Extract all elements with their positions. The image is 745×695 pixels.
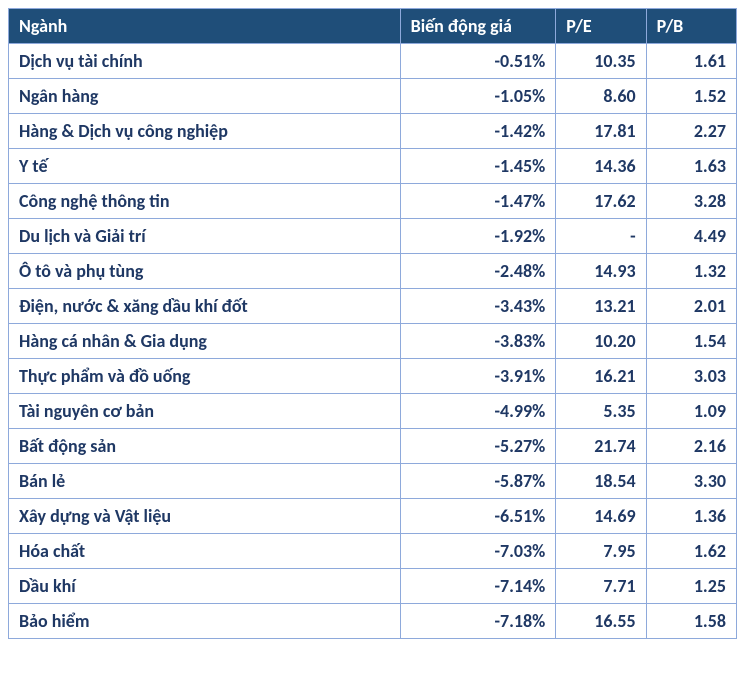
cell-change: -1.05%: [400, 79, 556, 114]
table-row: Dịch vụ tài chính-0.51%10.351.61: [9, 44, 737, 79]
cell-pe: 17.62: [556, 184, 646, 219]
table-row: Tài nguyên cơ bản-4.99%5.351.09: [9, 394, 737, 429]
cell-pe: 10.20: [556, 324, 646, 359]
table-row: Ô tô và phụ tùng-2.48%14.931.32: [9, 254, 737, 289]
cell-pb: 1.09: [646, 394, 736, 429]
table-row: Bảo hiểm-7.18%16.551.58: [9, 604, 737, 639]
cell-change: -1.45%: [400, 149, 556, 184]
table-row: Y tế-1.45%14.361.63: [9, 149, 737, 184]
cell-pe: 7.71: [556, 569, 646, 604]
header-pb: P/B: [646, 9, 736, 44]
cell-change: -5.27%: [400, 429, 556, 464]
cell-sector: Y tế: [9, 149, 401, 184]
cell-pe: 14.36: [556, 149, 646, 184]
cell-change: -7.18%: [400, 604, 556, 639]
cell-pb: 1.54: [646, 324, 736, 359]
cell-pb: 1.58: [646, 604, 736, 639]
cell-sector: Tài nguyên cơ bản: [9, 394, 401, 429]
cell-pb: 2.16: [646, 429, 736, 464]
cell-change: -3.91%: [400, 359, 556, 394]
cell-pe: 16.21: [556, 359, 646, 394]
table-row: Điện, nước & xăng dầu khí đốt-3.43%13.21…: [9, 289, 737, 324]
cell-pe: 8.60: [556, 79, 646, 114]
cell-pb: 1.36: [646, 499, 736, 534]
table-row: Ngân hàng-1.05%8.601.52: [9, 79, 737, 114]
cell-pb: 4.49: [646, 219, 736, 254]
cell-pe: -: [556, 219, 646, 254]
cell-change: -2.48%: [400, 254, 556, 289]
cell-pb: 1.62: [646, 534, 736, 569]
table-row: Công nghệ thông tin-1.47%17.623.28: [9, 184, 737, 219]
table-row: Hóa chất-7.03%7.951.62: [9, 534, 737, 569]
cell-sector: Ngân hàng: [9, 79, 401, 114]
table-body: Dịch vụ tài chính-0.51%10.351.61Ngân hàn…: [9, 44, 737, 639]
cell-change: -6.51%: [400, 499, 556, 534]
cell-sector: Du lịch và Giải trí: [9, 219, 401, 254]
cell-sector: Hóa chất: [9, 534, 401, 569]
cell-change: -1.47%: [400, 184, 556, 219]
header-pe: P/E: [556, 9, 646, 44]
cell-pb: 3.30: [646, 464, 736, 499]
cell-sector: Ô tô và phụ tùng: [9, 254, 401, 289]
cell-pe: 10.35: [556, 44, 646, 79]
cell-pb: 1.52: [646, 79, 736, 114]
cell-pb: 3.28: [646, 184, 736, 219]
sector-performance-table: Ngành Biến động giá P/E P/B Dịch vụ tài …: [8, 8, 737, 639]
cell-change: -1.42%: [400, 114, 556, 149]
cell-pe: 13.21: [556, 289, 646, 324]
cell-pb: 1.32: [646, 254, 736, 289]
cell-pb: 1.61: [646, 44, 736, 79]
table-row: Xây dựng và Vật liệu-6.51%14.691.36: [9, 499, 737, 534]
table-row: Thực phẩm và đồ uống-3.91%16.213.03: [9, 359, 737, 394]
table-header: Ngành Biến động giá P/E P/B: [9, 9, 737, 44]
cell-pe: 14.93: [556, 254, 646, 289]
cell-pb: 2.01: [646, 289, 736, 324]
table-row: Du lịch và Giải trí-1.92%-4.49: [9, 219, 737, 254]
cell-sector: Điện, nước & xăng dầu khí đốt: [9, 289, 401, 324]
cell-sector: Công nghệ thông tin: [9, 184, 401, 219]
cell-pb: 2.27: [646, 114, 736, 149]
table-row: Bán lẻ-5.87%18.543.30: [9, 464, 737, 499]
cell-change: -3.83%: [400, 324, 556, 359]
table-row: Bất động sản-5.27%21.742.16: [9, 429, 737, 464]
cell-pe: 18.54: [556, 464, 646, 499]
cell-sector: Xây dựng và Vật liệu: [9, 499, 401, 534]
cell-pe: 17.81: [556, 114, 646, 149]
table-row: Hàng & Dịch vụ công nghiệp-1.42%17.812.2…: [9, 114, 737, 149]
cell-pb: 1.63: [646, 149, 736, 184]
table-row: Hàng cá nhân & Gia dụng-3.83%10.201.54: [9, 324, 737, 359]
cell-sector: Bảo hiểm: [9, 604, 401, 639]
cell-sector: Thực phẩm và đồ uống: [9, 359, 401, 394]
header-change: Biến động giá: [400, 9, 556, 44]
cell-pe: 21.74: [556, 429, 646, 464]
cell-change: -7.03%: [400, 534, 556, 569]
cell-change: -7.14%: [400, 569, 556, 604]
cell-sector: Bất động sản: [9, 429, 401, 464]
cell-sector: Dầu khí: [9, 569, 401, 604]
cell-sector: Hàng & Dịch vụ công nghiệp: [9, 114, 401, 149]
cell-sector: Dịch vụ tài chính: [9, 44, 401, 79]
table-row: Dầu khí-7.14%7.711.25: [9, 569, 737, 604]
cell-pe: 5.35: [556, 394, 646, 429]
cell-sector: Bán lẻ: [9, 464, 401, 499]
cell-change: -3.43%: [400, 289, 556, 324]
cell-pe: 16.55: [556, 604, 646, 639]
cell-pe: 14.69: [556, 499, 646, 534]
cell-pe: 7.95: [556, 534, 646, 569]
cell-change: -0.51%: [400, 44, 556, 79]
cell-pb: 1.25: [646, 569, 736, 604]
cell-change: -5.87%: [400, 464, 556, 499]
cell-sector: Hàng cá nhân & Gia dụng: [9, 324, 401, 359]
cell-change: -4.99%: [400, 394, 556, 429]
cell-change: -1.92%: [400, 219, 556, 254]
header-sector: Ngành: [9, 9, 401, 44]
cell-pb: 3.03: [646, 359, 736, 394]
